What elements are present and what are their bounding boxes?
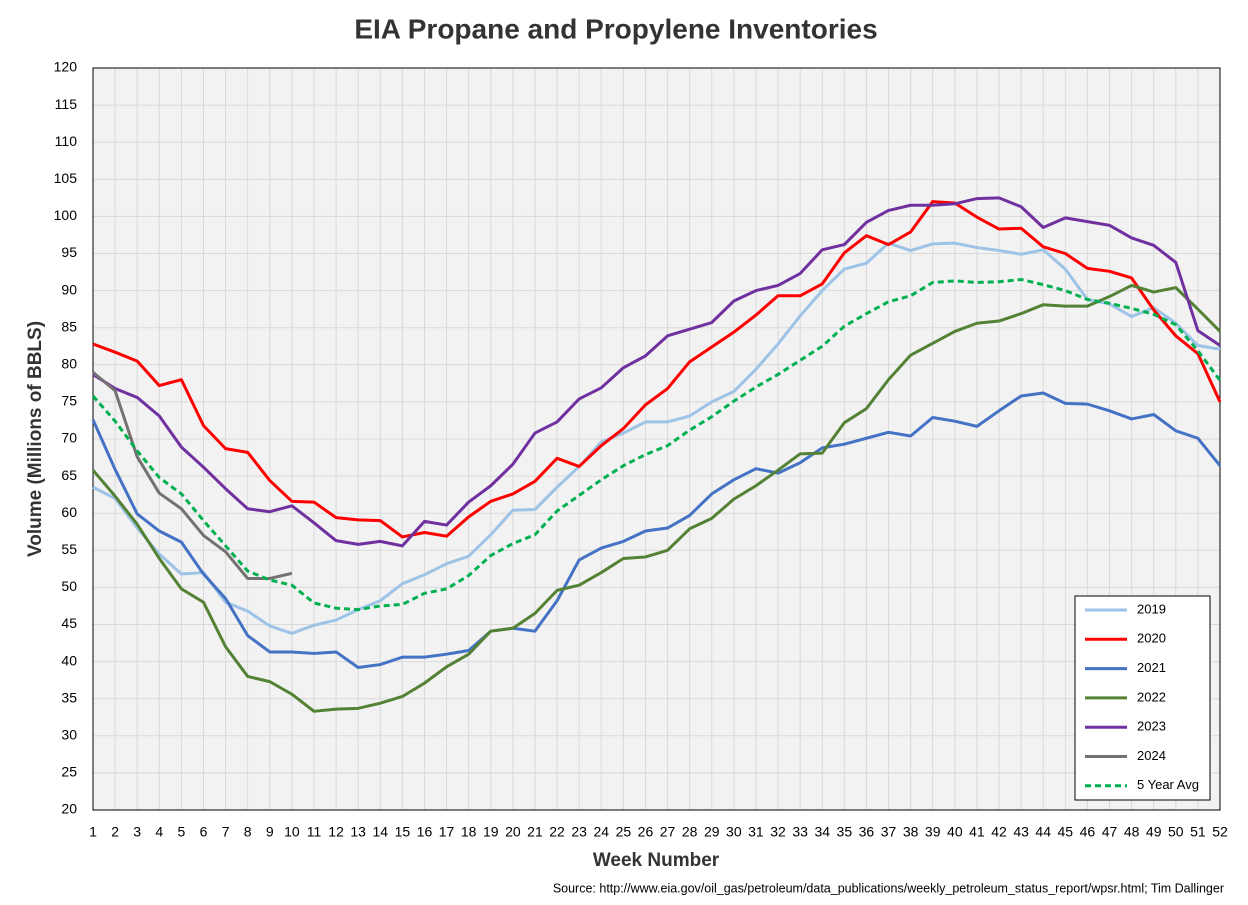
x-tick-label: 52 [1212,824,1228,840]
y-tick-label: 65 [61,467,77,483]
y-tick-label: 120 [54,59,78,75]
x-tick-label: 2 [111,824,119,840]
y-tick-label: 50 [61,578,77,594]
source: Source: http://www.eia.gov/oil_gas/petro… [553,881,1224,895]
y-tick-label: 30 [61,727,77,743]
x-tick-label: 20 [505,824,521,840]
legend-label: 2024 [1137,748,1166,763]
x-tick-label: 29 [704,824,720,840]
y-tick-label: 80 [61,356,77,372]
x-tick-label: 48 [1124,824,1140,840]
x-tick-label: 41 [969,824,985,840]
legend-label: 2022 [1137,689,1166,704]
x-tick-label: 13 [350,824,366,840]
y-tick-label: 75 [61,393,77,409]
x-tick-label: 26 [638,824,654,840]
x-tick-label: 25 [616,824,632,840]
x-tick-label: 3 [133,824,141,840]
x-tick-label: 23 [571,824,587,840]
y-tick-label: 40 [61,652,77,668]
series-line [92,371,293,580]
series-line [92,200,1222,539]
x-tick-label: 49 [1146,824,1162,840]
y-tick-label: 100 [54,207,78,223]
x-axis-label: Week Number [593,850,720,871]
x-tick-label: 12 [328,824,344,840]
x-tick-label: 31 [748,824,764,840]
x-tick-label: 28 [682,824,698,840]
y-axis-label: Volume (Millions of BBLS) [25,321,46,557]
series-line [91,277,1222,612]
legend-label: 2020 [1137,631,1166,646]
x-tick-label: 35 [837,824,853,840]
y-tick-label: 110 [55,133,78,149]
x-tick-label: 16 [417,824,433,840]
series-line [92,196,1221,548]
x-tick-label: 7 [222,824,230,840]
series-line [91,283,1222,713]
x-tick-label: 8 [244,824,252,840]
x-tick-label: 5 [177,824,185,840]
series-line [91,391,1222,670]
x-tick-label: 10 [284,824,300,840]
x-tick-label: 34 [814,824,830,840]
x-tick-label: 21 [527,824,543,840]
x-tick-label: 14 [372,824,388,840]
x-tick-label: 1 [89,824,97,840]
x-tick-label: 18 [461,824,477,840]
x-tick-label: 27 [660,824,676,840]
legend-label: 2023 [1137,719,1166,734]
x-tick-label: 43 [1013,824,1029,840]
y-tick-label: 35 [61,689,77,705]
y-tick-label: 55 [61,541,77,557]
y-tick-label: 85 [61,318,77,334]
x-tick-label: 4 [155,824,163,840]
y-tick-label: 105 [54,170,78,186]
x-tick-label: 47 [1102,824,1118,840]
x-tick-label: 33 [792,824,808,840]
plot-border [92,67,1221,811]
x-tick-label: 50 [1168,824,1184,840]
x-tick-label: 42 [991,824,1007,840]
x-tick-label: 46 [1080,824,1096,840]
y-tick-label: 95 [61,244,77,260]
x-tick-label: 19 [483,824,499,840]
legend-label: 2019 [1137,601,1166,616]
x-tick-label: 44 [1035,824,1051,840]
y-tick-label: 20 [61,801,77,817]
x-tick-label: 11 [307,824,322,840]
x-tick-label: 36 [859,824,875,840]
legend-label: 2021 [1137,660,1166,675]
x-tick-label: 30 [726,824,742,840]
x-tick-label: 32 [770,824,786,840]
x-tick-label: 24 [593,824,609,840]
x-tick-label: 9 [266,824,274,840]
x-tick-label: 17 [439,824,455,840]
y-tick-label: 115 [55,96,78,112]
chart-title: EIA Propane and Propylene Inventories [354,13,877,44]
x-tick-label: 22 [549,824,565,840]
x-tick-label: 40 [947,824,963,840]
x-tick-label: 51 [1190,824,1206,840]
y-tick-label: 70 [61,430,77,446]
y-tick-label: 90 [61,281,77,297]
y-tick-label: 45 [61,615,77,631]
x-tick-label: 39 [925,824,941,840]
x-tick-label: 6 [200,824,208,840]
y-tick-label: 25 [61,764,77,780]
x-tick-label: 15 [395,824,411,840]
x-tick-label: 45 [1058,824,1074,840]
y-tick-label: 60 [61,504,77,520]
x-tick-label: 38 [903,824,919,840]
series-line [92,241,1221,635]
x-tick-label: 37 [881,824,897,840]
legend-label: 5 Year Avg [1137,777,1199,792]
